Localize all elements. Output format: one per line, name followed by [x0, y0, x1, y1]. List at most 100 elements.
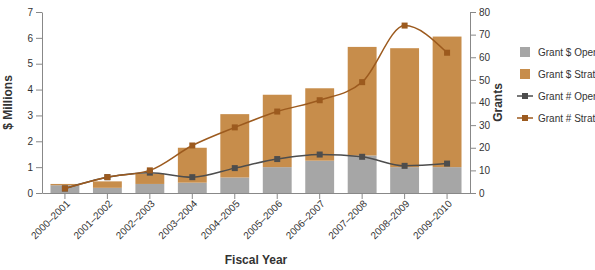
legend-marker: [522, 115, 528, 121]
legend-marker: [522, 93, 528, 99]
y2-axis: 01020304050607080: [470, 7, 491, 199]
x-tick: 2000–2001: [29, 193, 72, 241]
x-axis-line: [43, 193, 471, 194]
legend-item: Grant # Open: [517, 91, 595, 102]
y-axis-line: [42, 13, 43, 194]
y-tick-mark: [36, 167, 42, 168]
y2-tick: 30: [470, 120, 491, 131]
x-tick-label: 2009–2010: [411, 198, 454, 241]
y-tick-label: 7: [27, 7, 33, 18]
x-tick: 2006–2007: [284, 193, 327, 241]
line: [65, 26, 447, 189]
legend-swatch: [520, 47, 530, 57]
marker: [274, 109, 280, 115]
marker: [444, 50, 450, 56]
y2-tick: 80: [470, 7, 491, 18]
x-tick-label: 2004–2005: [199, 198, 242, 241]
y-tick: 2: [27, 136, 42, 147]
marker: [359, 154, 365, 160]
x-tick-mark: [404, 193, 405, 199]
bar: [348, 47, 377, 156]
marker: [359, 79, 365, 85]
x-tick: 2004–2005: [199, 193, 242, 241]
legend-item: Grant $ Open: [520, 47, 595, 58]
bar: [348, 156, 377, 193]
y-tick: 5: [27, 58, 42, 69]
y2-tick-mark: [470, 57, 476, 58]
y2-tick-label: 30: [479, 120, 491, 131]
y-tick: 6: [27, 33, 42, 44]
legend-label: Grant # Strategic: [538, 113, 595, 124]
bar: [135, 184, 164, 193]
y-tick-label: 6: [27, 33, 33, 44]
y-tick-mark: [36, 90, 42, 91]
y-tick-label: 5: [27, 58, 33, 69]
y2-tick-label: 40: [479, 97, 491, 108]
marker: [317, 152, 323, 158]
x-tick-mark: [319, 193, 320, 199]
legend-label: Grant $ Strategic: [538, 69, 595, 80]
bar: [263, 167, 292, 193]
x-axis: 2000–20012001–20022002–20032003–20042004…: [29, 193, 471, 241]
x-tick: 2003–2004: [156, 193, 199, 241]
y2-tick-mark: [470, 12, 476, 13]
bar: [178, 148, 207, 183]
x-tick-label: 2005–2006: [241, 198, 284, 241]
bar: [390, 167, 419, 193]
y-axis: 0 1 2 3 4 5 6 7: [27, 7, 42, 199]
y2-tick-mark: [470, 193, 476, 194]
x-axis-title: Fiscal Year: [225, 253, 288, 267]
x-tick-mark: [234, 193, 235, 199]
x-tick-label: 2000–2001: [29, 198, 72, 241]
chart-container: 2000–20012001–20022002–20032003–20042004…: [0, 0, 595, 270]
marker: [147, 167, 153, 173]
legend-swatch: [520, 69, 530, 79]
x-tick-mark: [64, 193, 65, 199]
y2-tick-mark: [470, 125, 476, 126]
y2-tick-mark: [470, 170, 476, 171]
y2-tick-mark: [470, 103, 476, 104]
y-tick-mark: [36, 12, 42, 13]
bar: [305, 88, 334, 160]
y-tick-mark: [36, 193, 42, 194]
x-tick-mark: [447, 193, 448, 199]
marker: [189, 142, 195, 148]
marker: [62, 185, 68, 191]
y-tick-label: 1: [27, 162, 33, 173]
y-tick-mark: [36, 64, 42, 65]
x-tick-mark: [192, 193, 193, 199]
bar: [433, 37, 462, 168]
bar: [178, 183, 207, 193]
x-tick: 2007–2008: [326, 193, 369, 241]
bar: [220, 177, 249, 193]
x-tick-label: 2006–2007: [284, 198, 327, 241]
plot: 2000–20012001–20022002–20032003–20042004…: [27, 7, 490, 241]
y-tick-label: 0: [27, 188, 33, 199]
y-tick: 4: [27, 84, 42, 95]
bar: [50, 185, 79, 193]
x-tick-label: 2001–2002: [71, 198, 114, 241]
y-tick-label: 2: [27, 136, 33, 147]
y2-tick: 60: [470, 52, 491, 63]
marker: [274, 156, 280, 162]
y-tick-label: 4: [27, 84, 33, 95]
y-tick: 1: [27, 162, 42, 173]
y-tick: 3: [27, 110, 42, 121]
y-tick-mark: [36, 115, 42, 116]
chart-svg: 2000–20012001–20022002–20032003–20042004…: [0, 0, 595, 270]
x-tick: 2002–2003: [114, 193, 157, 241]
line: [65, 155, 447, 189]
y-axis-title: $ Millions: [1, 75, 15, 130]
bar: [390, 48, 419, 167]
y-tick-mark: [36, 141, 42, 142]
y2-tick: 20: [470, 142, 491, 153]
x-tick-mark: [149, 193, 150, 199]
y2-tick-label: 50: [479, 75, 491, 86]
y2-tick: 40: [470, 97, 491, 108]
x-tick-mark: [362, 193, 363, 199]
x-tick: 2008–2009: [369, 193, 412, 241]
marker: [402, 163, 408, 169]
marker: [317, 97, 323, 103]
y-tick: 0: [27, 188, 42, 199]
legend: Grant $ Open Grant $ Strategic Grant # Ope…: [517, 47, 595, 124]
